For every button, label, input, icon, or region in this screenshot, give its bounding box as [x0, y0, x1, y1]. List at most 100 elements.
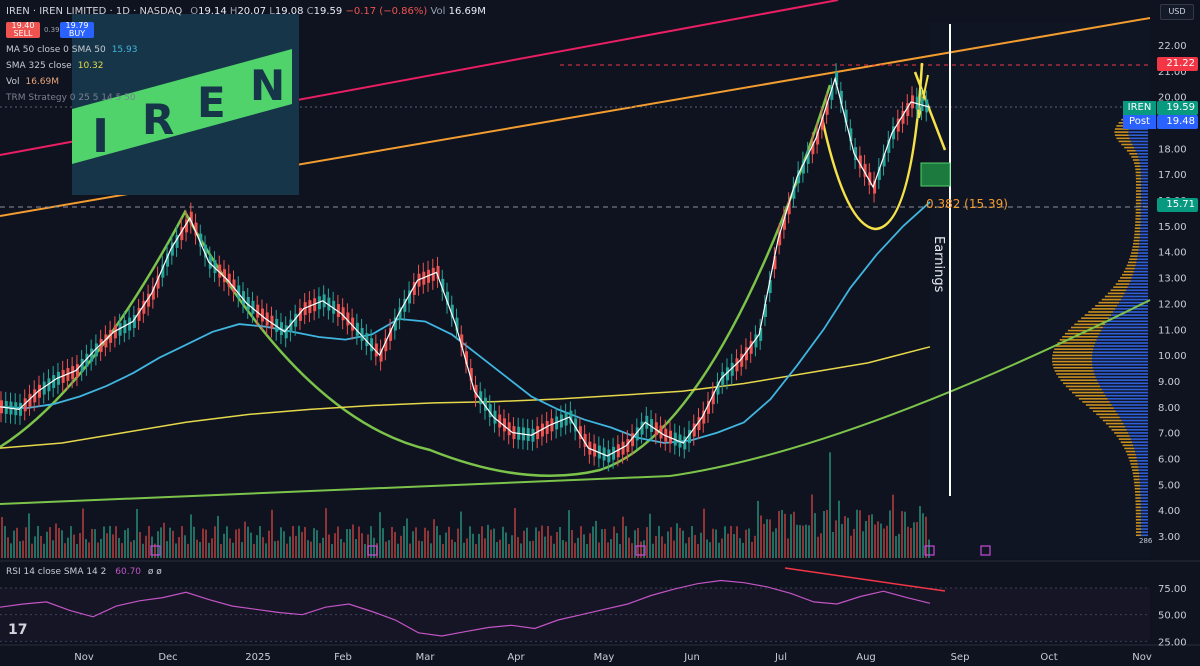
sell-button[interactable]: 19.40 SELL	[6, 22, 40, 38]
volume-bar	[112, 534, 114, 558]
volume-profile-bar-down	[1105, 422, 1124, 425]
volume-bar	[19, 541, 21, 558]
volume-bar	[187, 543, 189, 558]
volume-profile-bar-up	[1140, 202, 1148, 205]
volume-bar	[190, 514, 192, 558]
volume-bar	[388, 540, 390, 558]
volume-bar	[31, 543, 33, 558]
candle-body	[787, 201, 791, 215]
candle-body	[882, 153, 886, 167]
price-axis[interactable]	[1150, 0, 1200, 560]
candle-body	[408, 290, 412, 304]
volume-bar	[328, 534, 330, 558]
volume-profile-bar-up	[1135, 450, 1148, 453]
volume-bar	[25, 527, 27, 558]
volume-bar	[436, 526, 438, 558]
candle-body	[360, 327, 364, 341]
volume-profile-bar-down	[1053, 366, 1093, 369]
time-tick-label: Feb	[334, 652, 352, 663]
volume-profile-bar-down	[1095, 304, 1118, 307]
volume-bar	[637, 528, 639, 558]
volume-profile-bar-down	[1135, 525, 1141, 527]
volume-bar	[148, 526, 150, 558]
volume-profile-bar-up	[1138, 249, 1148, 251]
volume-profile-bar-up	[1128, 134, 1148, 137]
volume-profile-bar-down	[1120, 441, 1133, 444]
currency-label[interactable]: USD	[1160, 4, 1194, 20]
volume-profile-bar-down	[1102, 419, 1122, 422]
candle-body	[132, 315, 136, 328]
volume-bar	[295, 535, 297, 558]
volume-bar	[52, 540, 54, 558]
candle-body	[763, 304, 767, 317]
cup-pattern-curve	[0, 84, 832, 477]
volume-bar	[670, 527, 672, 558]
volume-profile-bar-up	[1139, 472, 1148, 475]
volume-profile-bar-down	[1054, 348, 1094, 350]
volume-profile-bar-down	[1134, 162, 1140, 164]
volume-profile-bar-down	[1135, 196, 1141, 199]
candle-body	[412, 282, 416, 296]
price-tick-label: 18.00	[1158, 144, 1187, 155]
time-tick-label: May	[594, 652, 615, 663]
volume-profile-bar-down	[1104, 295, 1123, 298]
volume-profile-bar-down	[1121, 143, 1133, 146]
rsi-legend[interactable]: RSI 14 close SMA 14 2 60.70 ø ø	[6, 567, 162, 577]
candle-body	[446, 291, 450, 305]
symbol-title[interactable]: IREN · IREN LIMITED · 1D · NASDAQ	[6, 5, 183, 17]
volume-bar	[910, 528, 912, 558]
time-tick-label: Jun	[683, 652, 700, 663]
volume-profile-bar-down	[1084, 314, 1112, 316]
volume-profile-bar-up	[1140, 224, 1148, 226]
volume-profile-bar-up	[1092, 351, 1148, 354]
indicator-trm[interactable]: TRM Strategy 0 25 5 14 5 50	[6, 93, 136, 103]
volume-profile-bar-down	[1052, 360, 1093, 363]
volume-profile-bar-up	[1140, 180, 1148, 183]
candle-body	[754, 334, 758, 348]
candle-body	[502, 418, 506, 432]
green-base-line	[0, 475, 671, 505]
volume-profile-bar-down	[1133, 242, 1140, 245]
volume-profile-bar-down	[1062, 335, 1098, 338]
volume-bar	[103, 526, 105, 558]
volume-bar	[223, 533, 225, 558]
volume-profile-bar-up	[1105, 394, 1148, 397]
earnings-event-marker	[150, 545, 161, 556]
volume-bar	[322, 537, 324, 558]
volume-profile-bar-up	[1140, 494, 1148, 496]
candle-body	[806, 150, 810, 164]
volume-bar	[730, 525, 732, 558]
volume-bar	[91, 528, 93, 558]
volume-bar	[583, 534, 585, 558]
indicator-volume[interactable]: Vol 16.69M	[6, 77, 59, 87]
volume-bar	[253, 543, 255, 558]
volume-profile-bar-down	[1114, 432, 1129, 434]
volume-profile-bar-down	[1065, 385, 1101, 388]
volume-bar	[802, 525, 804, 558]
volume-bar	[736, 526, 738, 558]
volume-profile-bar-up	[1133, 270, 1148, 273]
earnings-label: Earnings	[931, 236, 946, 293]
indicator-sma325[interactable]: SMA 325 close 10.32	[6, 61, 104, 71]
candle-body	[450, 304, 454, 318]
handle-small-line	[918, 74, 929, 119]
volume-profile-bar-down	[1132, 246, 1139, 248]
volume-bar	[106, 533, 108, 558]
volume-bar	[439, 535, 441, 558]
rsi-band	[0, 588, 1150, 642]
volume-bar	[877, 521, 879, 558]
volume-bar	[928, 539, 930, 558]
indicator-ma50[interactable]: MA 50 close 0 SMA 50 15.93	[6, 45, 138, 55]
tag-high: 21.22	[1157, 57, 1198, 71]
candle-body	[711, 391, 715, 405]
volume-profile-bar-down	[1134, 233, 1141, 236]
volume-bar	[166, 541, 168, 558]
earnings-event-marker	[980, 545, 991, 556]
volume-profile-bar-up	[1128, 128, 1148, 130]
volume-bar	[628, 537, 630, 558]
volume-bar	[811, 494, 813, 558]
buy-button[interactable]: 19.79 BUY	[60, 22, 94, 38]
volume-profile-bar-down	[1124, 146, 1135, 149]
volume-bar	[61, 530, 63, 558]
